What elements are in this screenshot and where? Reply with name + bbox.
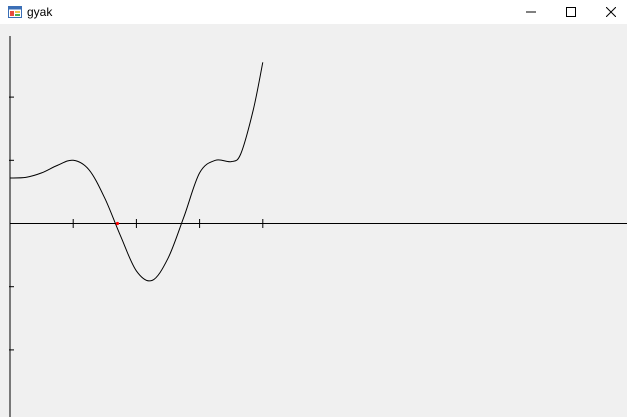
minimize-button[interactable] [511, 0, 551, 24]
app-form-icon[interactable] [8, 5, 22, 19]
title-bar: gyak [0, 0, 627, 24]
close-button[interactable] [591, 0, 627, 24]
function-plot [9, 36, 627, 417]
function-curve [9, 62, 264, 282]
window-title: gyak [27, 5, 53, 19]
maximize-icon [566, 7, 576, 17]
maximize-button[interactable] [551, 0, 591, 24]
minimize-icon [526, 11, 536, 13]
root-marker [115, 221, 120, 226]
close-icon [606, 7, 616, 17]
plot-area [0, 24, 627, 417]
